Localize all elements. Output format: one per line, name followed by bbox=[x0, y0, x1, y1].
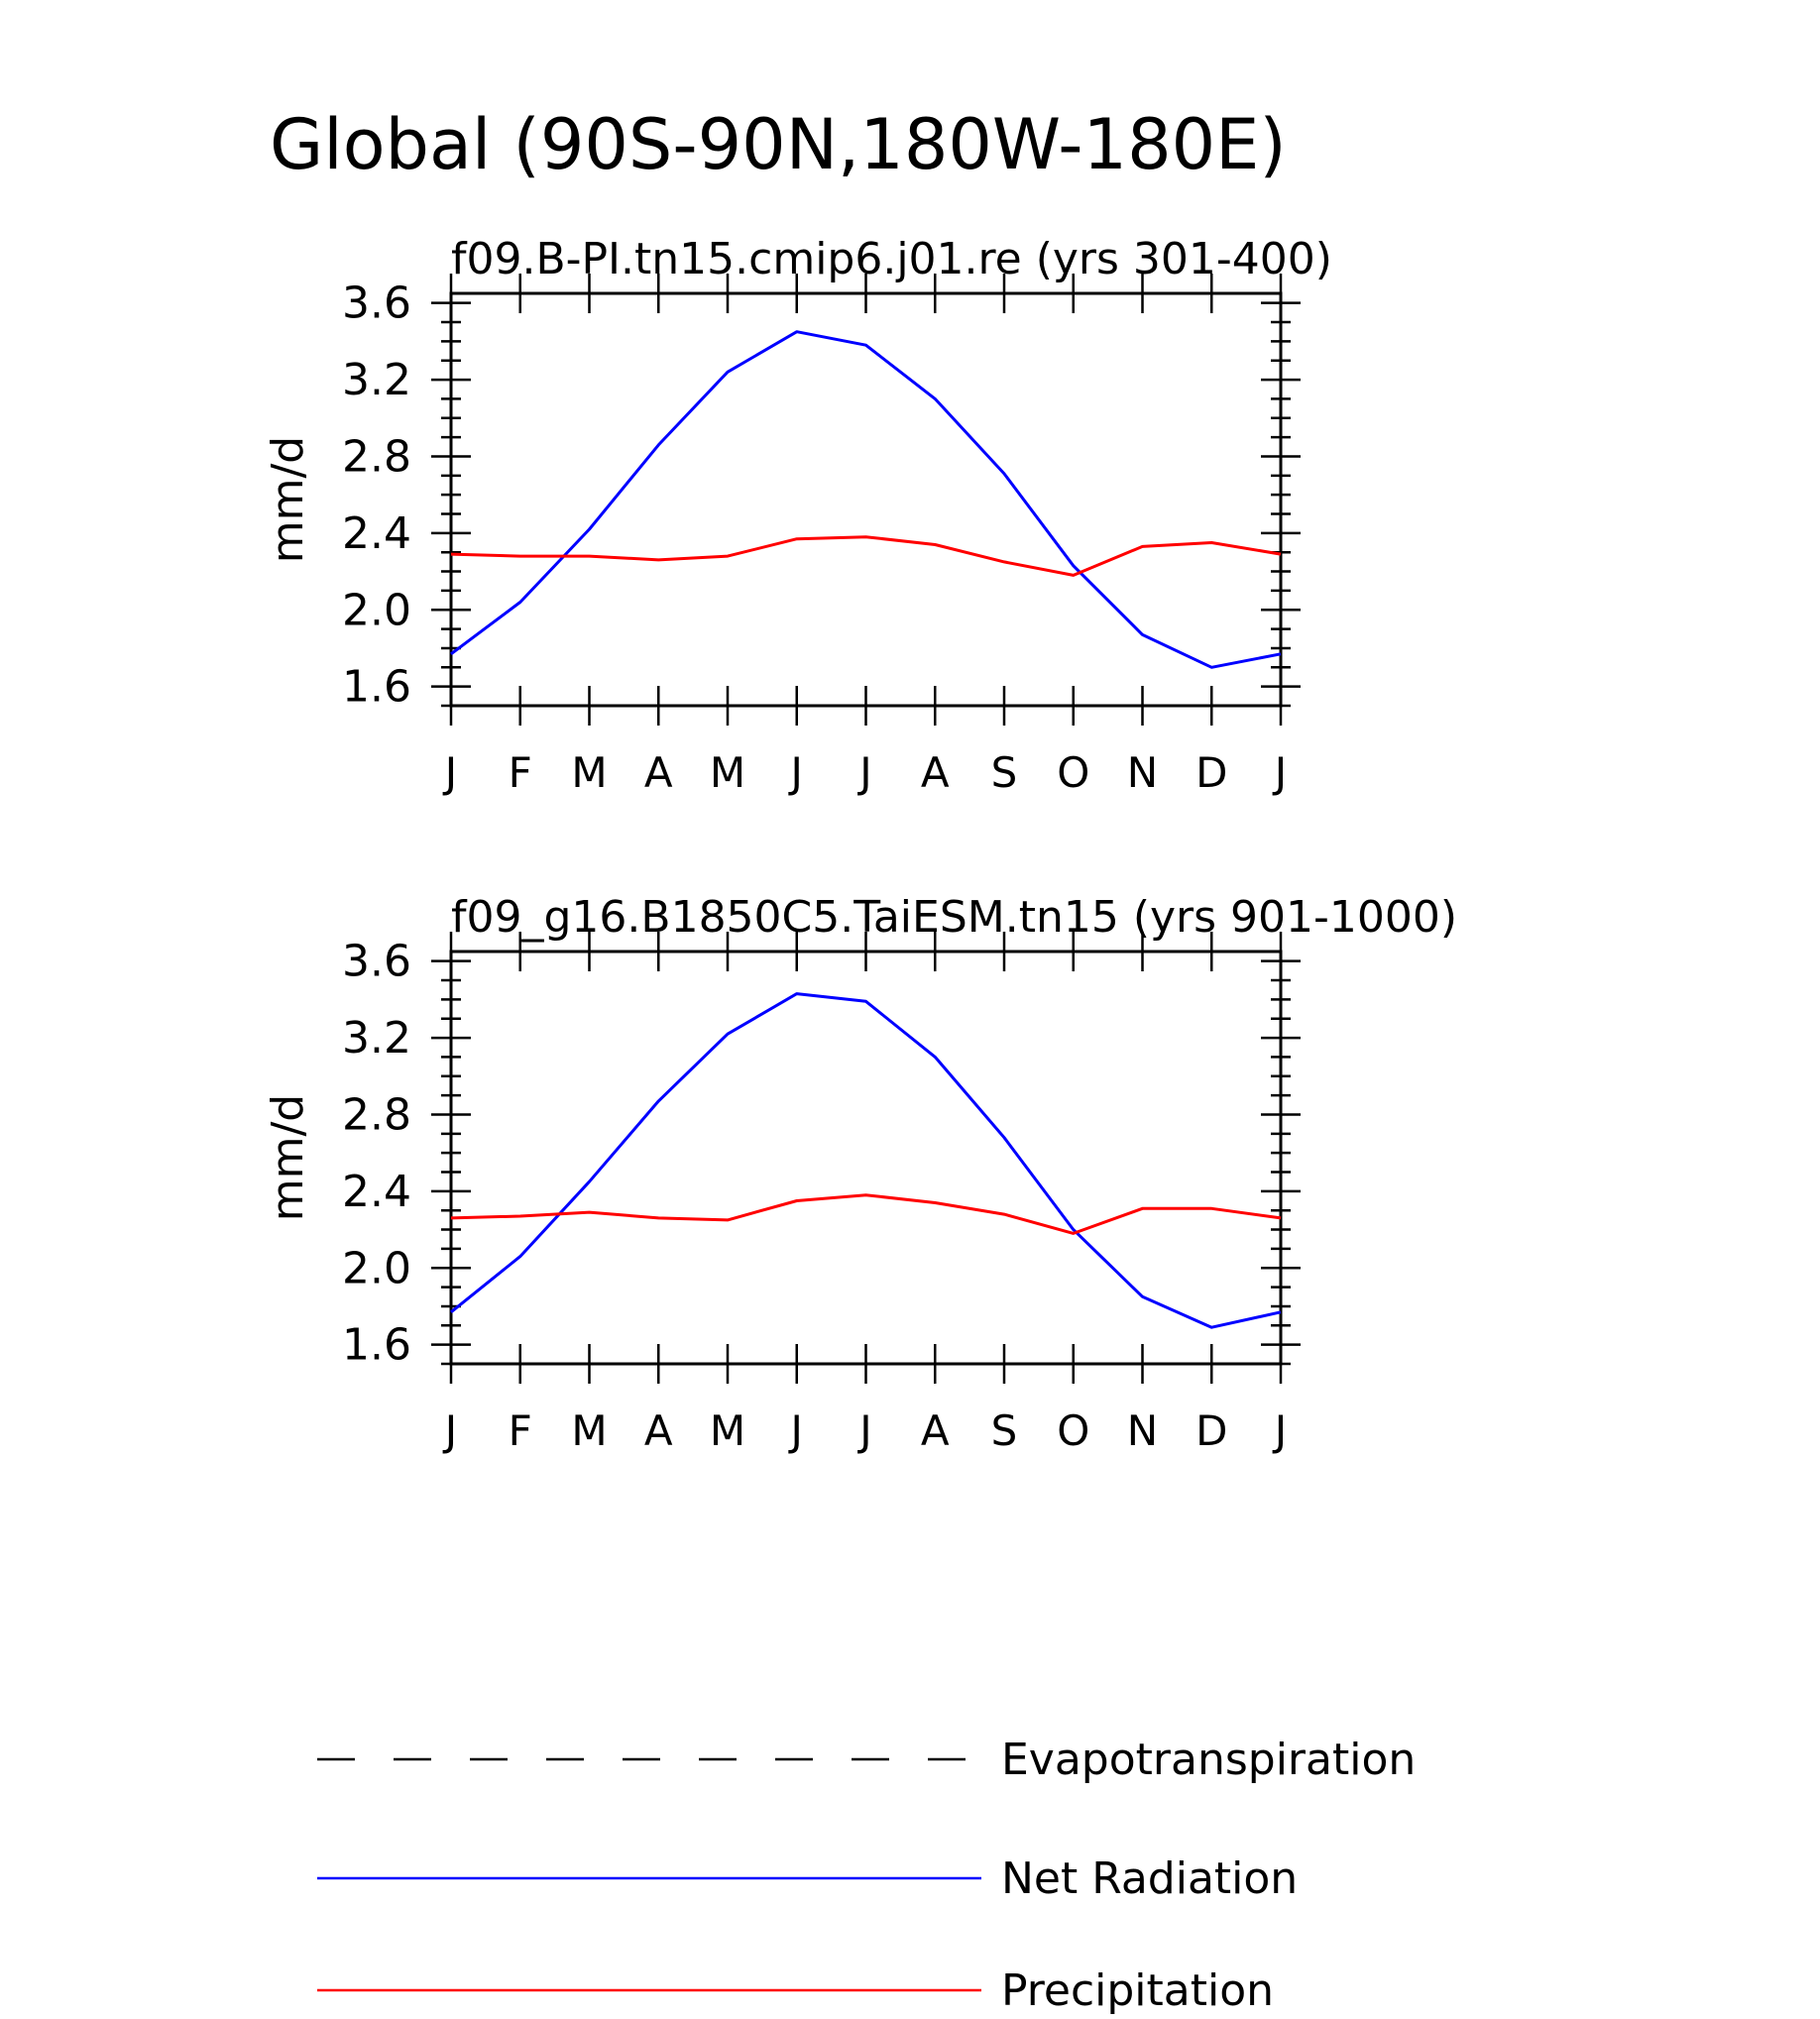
x-tick-label: J bbox=[1272, 748, 1287, 797]
x-tick-label: A bbox=[644, 1406, 673, 1455]
legend-item-evapotranspiration: Evapotranspiration bbox=[317, 1735, 1416, 1785]
x-tick-label: F bbox=[509, 1406, 532, 1455]
y-axis-label: mm/d bbox=[263, 1094, 313, 1221]
x-tick-label: D bbox=[1195, 748, 1227, 797]
x-tick-label: S bbox=[991, 748, 1018, 797]
x-tick-label: D bbox=[1195, 1406, 1227, 1455]
x-tick-label: S bbox=[991, 1406, 1018, 1455]
legend-label-precipitation: Precipitation bbox=[1001, 1965, 1274, 2014]
x-tick-label: A bbox=[921, 748, 950, 797]
y-tick-label: 3.2 bbox=[342, 1013, 411, 1064]
x-tick-label: J bbox=[1272, 1406, 1287, 1455]
series-net-radiation bbox=[451, 994, 1281, 1328]
y-tick-label: 3.2 bbox=[342, 355, 411, 405]
x-tick-label: N bbox=[1127, 1406, 1158, 1455]
chart-panel-2: f09_g16.B1850C5.TaiESM.tn15 (yrs 901-100… bbox=[263, 892, 1457, 1455]
x-tick-label: O bbox=[1057, 748, 1089, 797]
plot-frame bbox=[451, 293, 1281, 706]
x-tick-label: J bbox=[856, 748, 871, 797]
x-tick-label: M bbox=[710, 1406, 745, 1455]
y-tick-label: 3.6 bbox=[342, 937, 411, 987]
x-tick-label: J bbox=[442, 748, 457, 797]
series-precipitation bbox=[451, 1195, 1281, 1234]
x-tick-label: M bbox=[571, 1406, 607, 1455]
series-net-radiation bbox=[451, 332, 1281, 668]
x-tick-label: A bbox=[644, 748, 673, 797]
series-line-net-radiation bbox=[451, 332, 1281, 668]
y-tick-label: 2.8 bbox=[342, 1089, 411, 1140]
legend-label-evapotranspiration: Evapotranspiration bbox=[1001, 1735, 1416, 1785]
chart-panel-1: f09.B-PI.tn15.cmip6.j01.re (yrs 301-400)… bbox=[263, 234, 1332, 797]
chart-title: f09.B-PI.tn15.cmip6.j01.re (yrs 301-400) bbox=[451, 234, 1332, 284]
chart-panels: f09.B-PI.tn15.cmip6.j01.re (yrs 301-400)… bbox=[263, 234, 1457, 1455]
legend-item-net-radiation: Net Radiation bbox=[317, 1853, 1298, 1904]
x-tick-label: J bbox=[788, 748, 803, 797]
y-tick-label: 3.6 bbox=[342, 279, 411, 329]
x-tick-label: M bbox=[710, 748, 745, 797]
y-tick-label: 1.6 bbox=[342, 662, 411, 713]
legend-item-precipitation: Precipitation bbox=[317, 1965, 1274, 2014]
x-tick-label: O bbox=[1057, 1406, 1089, 1455]
series-line-net-radiation bbox=[451, 994, 1281, 1328]
y-tick-label: 1.6 bbox=[342, 1320, 411, 1371]
x-tick-label: N bbox=[1127, 748, 1158, 797]
x-tick-label: M bbox=[571, 748, 607, 797]
y-tick-label: 2.8 bbox=[342, 431, 411, 482]
series-line-precipitation bbox=[451, 1195, 1281, 1234]
chart-title: f09_g16.B1850C5.TaiESM.tn15 (yrs 901-100… bbox=[451, 892, 1457, 943]
x-tick-label: F bbox=[509, 748, 532, 797]
legend: Evapotranspiration Net Radiation Precipita… bbox=[317, 1735, 1416, 2014]
y-tick-label: 2.4 bbox=[342, 1167, 411, 1217]
page-title: Global (90S-90N,180W-180E) bbox=[270, 104, 1287, 185]
y-tick-label: 2.0 bbox=[342, 1243, 411, 1293]
x-tick-label: J bbox=[442, 1406, 457, 1455]
y-tick-label: 2.4 bbox=[342, 508, 411, 559]
x-tick-label: J bbox=[856, 1406, 871, 1455]
x-tick-label: J bbox=[788, 1406, 803, 1455]
y-axis-label: mm/d bbox=[263, 436, 313, 563]
x-tick-label: A bbox=[921, 1406, 950, 1455]
legend-label-net-radiation: Net Radiation bbox=[1001, 1853, 1298, 1904]
y-tick-label: 2.0 bbox=[342, 585, 411, 635]
